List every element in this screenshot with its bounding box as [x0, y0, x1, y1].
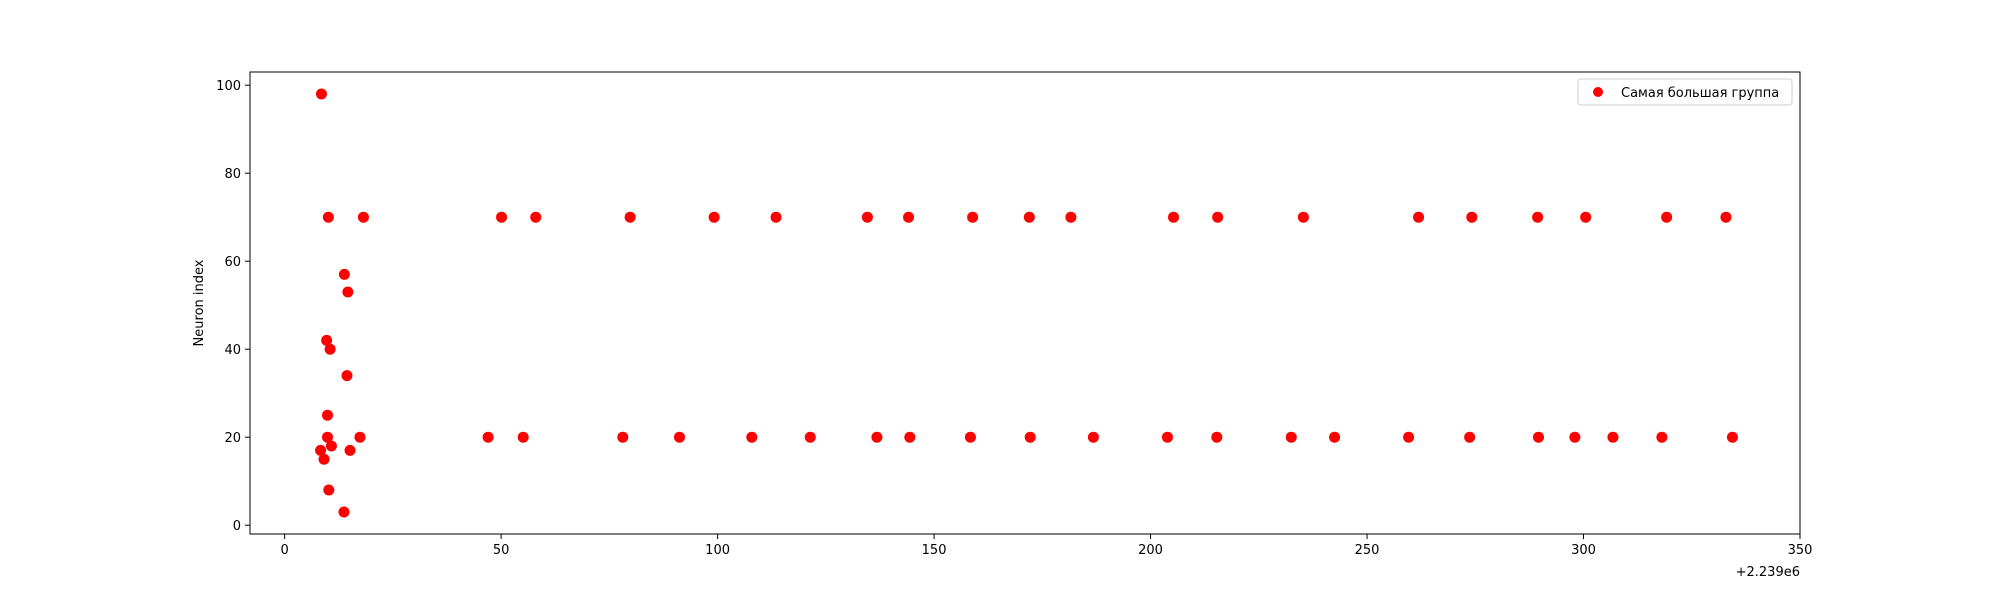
scatter-point — [1661, 211, 1673, 223]
scatter-point — [344, 444, 356, 456]
scatter-point — [357, 211, 369, 223]
scatter-point — [315, 444, 327, 456]
scatter-point — [1466, 211, 1478, 223]
y-axis-ticks: 0 20 40 60 80 100 — [216, 79, 250, 534]
scatter-point — [315, 88, 327, 100]
scatter-point — [338, 268, 350, 280]
legend: Самая большая группа — [1577, 78, 1793, 106]
scatter-point — [1532, 211, 1544, 223]
x-tick-label: 200 — [1138, 543, 1163, 558]
scatter-point — [1168, 211, 1180, 223]
scatter-point — [325, 440, 337, 452]
x-tick-label: 300 — [1571, 543, 1596, 558]
x-tick-label: 150 — [922, 543, 947, 558]
scatter-point — [1726, 431, 1738, 443]
scatter-point — [1607, 431, 1619, 443]
scatter-point — [1464, 431, 1476, 443]
scatter-point — [517, 431, 529, 443]
scatter-point — [1065, 211, 1077, 223]
scatter-point — [338, 506, 350, 518]
plot-frame — [249, 71, 1801, 535]
scatter-point — [1297, 211, 1309, 223]
scatter-point — [496, 211, 508, 223]
scatter-point — [861, 211, 873, 223]
scatter-point — [770, 211, 782, 223]
scatter-point — [708, 211, 720, 223]
scatter-point — [1532, 431, 1544, 443]
data-points — [315, 88, 1738, 518]
scatter-point — [1656, 431, 1668, 443]
x-tick-label: 50 — [493, 543, 510, 558]
x-tick-label: 250 — [1355, 543, 1380, 558]
scatter-point — [530, 211, 542, 223]
scatter-point — [482, 431, 494, 443]
scatter-point — [321, 334, 333, 346]
y-tick-label: 20 — [224, 431, 241, 446]
scatter-point — [1403, 431, 1415, 443]
x-tick-label: 350 — [1788, 543, 1813, 558]
scatter-point — [1569, 431, 1581, 443]
scatter-point — [341, 370, 353, 382]
y-tick-label: 40 — [224, 343, 241, 358]
scatter-point — [1212, 211, 1224, 223]
scatter-point — [342, 286, 354, 298]
y-tick-label: 60 — [224, 255, 241, 270]
scatter-point — [1720, 211, 1732, 223]
legend-label: Самая большая группа — [1621, 86, 1779, 101]
scatter-point — [1211, 431, 1223, 443]
y-tick-label: 0 — [233, 519, 241, 534]
scatter-point — [967, 211, 979, 223]
legend-marker — [1593, 87, 1603, 97]
scatter-point — [871, 431, 883, 443]
scatter-point — [1023, 211, 1035, 223]
scatter-point — [624, 211, 636, 223]
scatter-point — [746, 431, 758, 443]
scatter-point — [1087, 431, 1099, 443]
scatter-point — [1024, 431, 1036, 443]
y-tick-label: 80 — [224, 167, 241, 182]
scatter-point — [1285, 431, 1297, 443]
scatter-point — [1161, 431, 1173, 443]
scatter-point — [904, 431, 916, 443]
scatter-point — [322, 409, 333, 421]
y-axis-label: Neuron index — [192, 259, 207, 346]
legend-box — [1577, 78, 1793, 106]
scatter-point — [1329, 431, 1341, 443]
scatter-point — [322, 211, 334, 223]
scatter-point — [617, 431, 629, 443]
scatter-point — [354, 431, 366, 443]
scatter-point — [804, 431, 816, 443]
scatter-point — [903, 211, 915, 223]
scatter-point — [318, 453, 330, 465]
scatter-point — [324, 343, 336, 355]
x-tick-label: 0 — [280, 543, 288, 558]
scatter-point — [1413, 211, 1425, 223]
scatter-point — [1580, 211, 1592, 223]
scatter-point — [323, 484, 335, 496]
scatter-point — [322, 431, 333, 443]
plot-background — [250, 72, 1800, 534]
scatter-point — [964, 431, 976, 443]
x-tick-label: 100 — [705, 543, 730, 558]
x-offset-label: +2.239e6 — [1736, 565, 1800, 580]
x-axis-ticks: 0 50 100 150 200 250 300 350 — [280, 534, 1812, 558]
scatter-point — [673, 431, 685, 443]
y-tick-label: 100 — [216, 79, 241, 94]
